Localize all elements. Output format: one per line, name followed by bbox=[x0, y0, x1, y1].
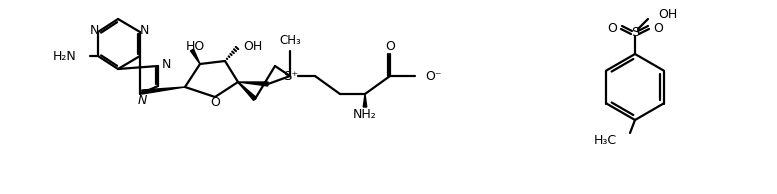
Polygon shape bbox=[190, 49, 200, 64]
Text: N: N bbox=[89, 23, 99, 36]
Text: O: O bbox=[385, 40, 395, 53]
Text: S: S bbox=[631, 25, 639, 38]
Text: OH: OH bbox=[243, 40, 263, 53]
Text: H₂N: H₂N bbox=[52, 49, 76, 62]
Polygon shape bbox=[238, 82, 256, 100]
Text: N: N bbox=[139, 23, 148, 36]
Text: OH: OH bbox=[658, 9, 678, 22]
Text: H₃C: H₃C bbox=[594, 134, 617, 147]
Text: O: O bbox=[607, 22, 617, 35]
Polygon shape bbox=[141, 87, 185, 94]
Text: S⁺: S⁺ bbox=[284, 69, 298, 82]
Polygon shape bbox=[364, 94, 367, 107]
Text: CH₃: CH₃ bbox=[279, 35, 301, 48]
Text: O: O bbox=[210, 95, 220, 108]
Polygon shape bbox=[238, 82, 268, 86]
Text: O⁻: O⁻ bbox=[425, 69, 441, 82]
Text: N: N bbox=[162, 59, 171, 72]
Text: HO: HO bbox=[186, 40, 204, 53]
Text: N: N bbox=[138, 94, 147, 107]
Text: O: O bbox=[653, 22, 663, 35]
Text: NH₂: NH₂ bbox=[353, 107, 377, 120]
